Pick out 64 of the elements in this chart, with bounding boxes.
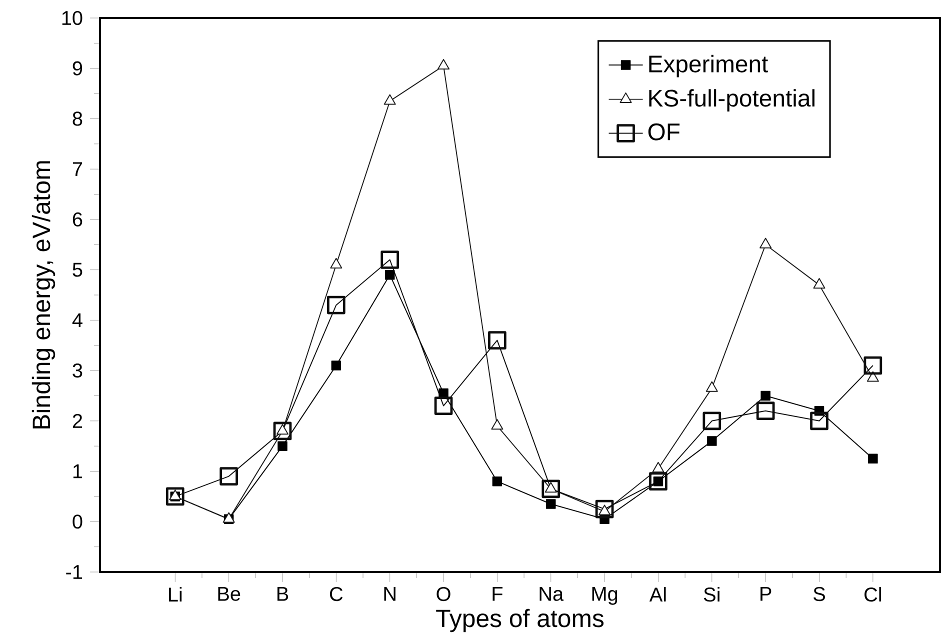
point bbox=[331, 360, 342, 370]
x-tick-label: Be bbox=[218, 587, 240, 601]
point bbox=[542, 480, 560, 498]
point bbox=[706, 381, 718, 392]
point bbox=[278, 441, 288, 451]
point bbox=[438, 58, 450, 70]
x-tick-label: Si bbox=[704, 587, 720, 602]
x-tick-label: N bbox=[384, 587, 396, 601]
point bbox=[756, 402, 775, 420]
point bbox=[595, 500, 614, 518]
y-tick-label: 7 bbox=[72, 162, 82, 176]
point bbox=[864, 356, 882, 375]
point bbox=[702, 412, 722, 430]
x-tick-label: S bbox=[814, 587, 825, 602]
y-tick-label: -1 bbox=[66, 565, 82, 579]
point bbox=[273, 422, 292, 440]
x-tick-label: Cl bbox=[864, 587, 881, 602]
point bbox=[384, 94, 396, 105]
x-tick-label: Li bbox=[169, 587, 182, 602]
x-tick-label: B bbox=[277, 587, 288, 601]
y-tick-label: 5 bbox=[72, 262, 82, 277]
y-tick-label: 1 bbox=[73, 464, 82, 478]
point bbox=[220, 467, 238, 486]
point bbox=[166, 487, 184, 506]
x-tick-label: P bbox=[760, 587, 772, 601]
x-tick-label: Al bbox=[649, 587, 666, 602]
point bbox=[760, 390, 770, 401]
x-tick-label: O bbox=[436, 587, 450, 602]
y-tick-label: 3 bbox=[72, 363, 82, 378]
point bbox=[380, 250, 400, 269]
point bbox=[384, 270, 395, 280]
point bbox=[760, 238, 772, 248]
point bbox=[492, 476, 502, 486]
x-tick-label: F bbox=[492, 587, 502, 601]
x-tick-label: Na bbox=[540, 587, 564, 601]
point bbox=[488, 331, 506, 350]
x-axis-title: Types of atoms bbox=[436, 608, 604, 632]
point bbox=[544, 482, 557, 493]
point bbox=[866, 371, 879, 382]
y-axis-title: Binding energy, eV/atom bbox=[32, 161, 56, 428]
legend-label: OF bbox=[648, 123, 680, 140]
point bbox=[330, 258, 342, 268]
point bbox=[810, 412, 828, 430]
y-tick-label: 10 bbox=[62, 10, 82, 26]
x-tick-label: C bbox=[330, 587, 343, 602]
y-tick-label: 0 bbox=[72, 514, 82, 529]
legend-label: KS-full-potential bbox=[649, 89, 814, 112]
point bbox=[491, 419, 504, 430]
y-tick-label: 6 bbox=[72, 212, 82, 226]
point bbox=[598, 504, 611, 516]
point bbox=[546, 499, 556, 509]
legend-label: Experiment bbox=[649, 54, 768, 78]
point bbox=[707, 436, 717, 446]
point bbox=[652, 462, 664, 472]
y-tick-label: 9 bbox=[72, 61, 82, 76]
y-tick-label: 2 bbox=[72, 414, 82, 428]
point bbox=[327, 296, 346, 314]
point bbox=[276, 424, 289, 435]
x-tick-label: Mg bbox=[592, 587, 618, 605]
point bbox=[813, 278, 826, 289]
point bbox=[434, 396, 453, 415]
y-tick-label: 8 bbox=[72, 112, 82, 126]
point bbox=[868, 454, 878, 464]
y-tick-label: 4 bbox=[72, 313, 82, 328]
